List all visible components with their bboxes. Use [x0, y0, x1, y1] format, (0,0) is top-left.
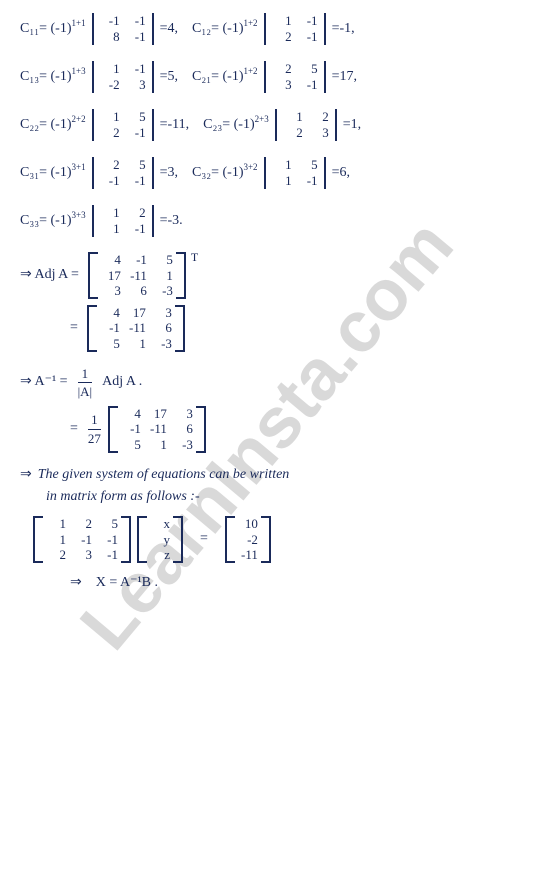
vector-X: x y z — [137, 516, 183, 563]
cof-name: C₁₂ — [192, 21, 211, 38]
cofactor-row-4: C₃₁ = (-1)3+1 25-1-1 = 3, C₃₂ = (-1)3+2 … — [20, 152, 519, 194]
eq: = — [160, 21, 168, 38]
det: 1-12-1 — [261, 13, 329, 44]
sentence-line-1: ⇒ The given system of equations can be w… — [20, 467, 519, 484]
vector-B: 10 -2 -11 — [225, 516, 271, 563]
sentence-text-1: The given system of equations can be wri… — [38, 467, 290, 484]
cof-val: 4 — [167, 21, 174, 38]
adj-matrix: 4173 -1-116 51-3 — [87, 305, 185, 352]
inverse-result: = 127 4173 -1-116 51-3 — [70, 406, 519, 453]
sentence-text-2: in matrix form as follows :- — [46, 489, 200, 506]
page-content: C₁₁ = (-1)1+1 -1-18-1 = 4, C₁₂ = (-1)1+2… — [0, 0, 533, 606]
cofactor-matrix: 4-15 17-111 36-3 — [88, 252, 186, 299]
adj-line: ⇒ Adj A = 4-15 17-111 36-3 T — [20, 252, 519, 299]
system-line: 125 1-1-1 23-1 x y z = 10 -2 -11 — [30, 516, 519, 563]
one-over-detA: 1|A| — [78, 366, 93, 400]
det: -1-18-1 — [89, 13, 157, 44]
inverse-line: ⇒ A⁻¹ = 1|A| Adj A . — [20, 366, 519, 400]
adj-lead: ⇒ Adj A = — [20, 267, 79, 284]
cofactor-row-2: C₁₃ = (-1)1+3 1-1-23 = 5, C₂₁ = (-1)1+2 … — [20, 56, 519, 98]
sentence-line-2: in matrix form as follows :- — [46, 489, 519, 506]
adj-result: = 4173 -1-116 51-3 — [70, 305, 519, 352]
adjA-label: Adj A . — [102, 374, 142, 391]
cof-name: C₁₁ — [20, 21, 39, 38]
inverse-lead: ⇒ A⁻¹ = — [20, 374, 68, 391]
cofactor-row-3: C₂₂ = (-1)2+2 152-1 = -11, C₂₃ = (-1)2+3… — [20, 104, 519, 146]
cof-exp: 1+1 — [72, 18, 86, 29]
scalar-frac: 127 — [88, 412, 101, 446]
eq-pref: = (-1) — [39, 21, 71, 38]
transpose-label: T — [191, 250, 198, 264]
matrix-A: 125 1-1-1 23-1 — [33, 516, 131, 563]
inverse-matrix: 4173 -1-116 51-3 — [108, 406, 206, 453]
final-line: ⇒ X = A⁻¹B . — [70, 575, 519, 592]
cofactor-row-1: C₁₁ = (-1)1+1 -1-18-1 = 4, C₁₂ = (-1)1+2… — [20, 8, 519, 50]
final-text: X = A⁻¹B . — [96, 575, 158, 592]
cofactor-row-5: C₃₃ = (-1)3+3 121-1 = -3. — [20, 200, 519, 242]
